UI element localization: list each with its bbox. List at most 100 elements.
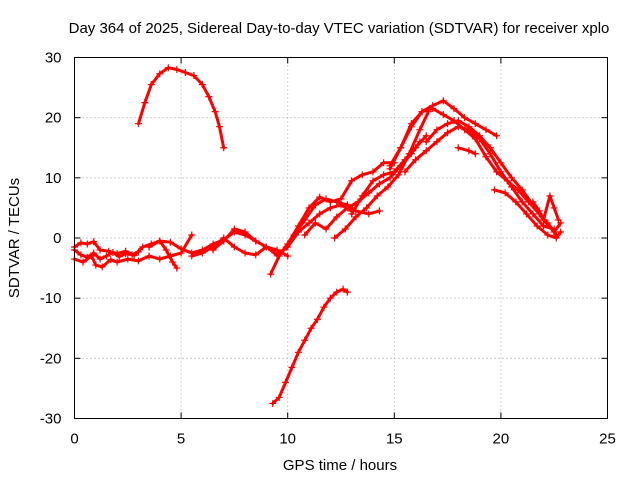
y-tick-label: 10: [45, 170, 62, 187]
data-point: [164, 64, 172, 72]
data-point: [386, 162, 394, 170]
x-tick-label: 15: [386, 431, 403, 448]
data-point: [162, 246, 170, 254]
data-point: [384, 183, 392, 191]
data-point: [88, 252, 96, 260]
data-point: [497, 168, 505, 176]
x-tick-labels: 0 5 10 15 20 25: [70, 431, 616, 448]
data-point: [339, 285, 347, 293]
data-point: [343, 288, 351, 296]
data-point: [540, 222, 548, 230]
series-track-evening-3: [401, 123, 558, 233]
data-point: [198, 249, 206, 257]
data-point: [461, 114, 469, 122]
series-track-evening-7: [529, 192, 562, 224]
data-point: [486, 144, 494, 152]
data-point: [262, 243, 270, 251]
series-line: [333, 110, 430, 240]
data-point: [358, 171, 366, 179]
data-point: [512, 198, 520, 206]
data-point: [241, 249, 249, 257]
data-point: [465, 147, 473, 155]
data-series: [71, 64, 565, 407]
y-axis-label: SDTVAR / TECUs: [6, 178, 23, 298]
data-point: [322, 225, 330, 233]
data-point: [147, 81, 155, 89]
data-point: [412, 144, 420, 152]
data-point: [79, 258, 87, 266]
data-point: [407, 123, 415, 131]
data-point: [333, 213, 341, 221]
data-point: [429, 105, 437, 113]
data-point: [369, 168, 377, 176]
series-track-afternoon-5: [348, 132, 430, 218]
data-point: [311, 201, 319, 209]
data-point: [252, 237, 260, 245]
data-point: [288, 363, 296, 371]
data-point: [363, 204, 371, 212]
data-point: [139, 243, 147, 251]
series-line: [190, 236, 290, 258]
data-point: [348, 210, 356, 218]
data-point: [316, 210, 324, 218]
y-tick-label: 20: [45, 110, 62, 127]
data-point: [352, 213, 360, 221]
data-point: [557, 228, 565, 236]
data-point: [275, 393, 283, 401]
data-point: [102, 252, 110, 260]
data-point: [316, 193, 324, 201]
series-track-morning-arc: [134, 64, 228, 152]
data-point: [331, 234, 339, 242]
data-point: [369, 177, 377, 185]
axis-ticks: [74, 57, 608, 419]
data-point: [375, 207, 383, 215]
x-axis-label: GPS time / hours: [283, 457, 397, 474]
data-point: [341, 225, 349, 233]
data-point: [373, 192, 381, 200]
x-tick-label: 0: [70, 431, 78, 448]
data-point: [230, 225, 238, 233]
data-point: [544, 231, 552, 239]
data-point: [173, 66, 181, 74]
data-point: [134, 257, 142, 265]
data-point: [215, 123, 223, 131]
data-point: [454, 123, 462, 131]
data-point: [92, 261, 100, 269]
data-point: [173, 264, 181, 272]
series-line: [350, 134, 428, 216]
data-point: [433, 126, 441, 134]
y-tick-label: 0: [53, 230, 61, 247]
data-point: [380, 159, 388, 167]
data-point: [230, 243, 238, 251]
data-point: [486, 150, 494, 158]
data-point: [96, 255, 104, 263]
data-point: [124, 255, 132, 263]
data-point: [96, 246, 104, 254]
data-point: [156, 237, 164, 245]
data-point: [322, 195, 330, 203]
data-point: [348, 177, 356, 185]
data-point: [439, 97, 447, 105]
data-point: [390, 168, 398, 176]
x-tick-label: 10: [279, 431, 296, 448]
data-point: [529, 198, 537, 206]
data-point: [275, 252, 283, 260]
data-point: [471, 150, 479, 158]
data-point: [533, 222, 541, 230]
grid: [74, 57, 608, 419]
data-point: [113, 258, 121, 266]
data-point: [145, 243, 153, 251]
data-point: [454, 117, 462, 125]
chart-title: Day 364 of 2025, Sidereal Day-to-day VTE…: [69, 20, 610, 37]
data-point: [444, 120, 452, 128]
data-point: [282, 378, 290, 386]
data-point: [105, 247, 113, 255]
x-tick-label: 20: [493, 431, 510, 448]
data-point: [134, 120, 142, 128]
x-tick-label: 5: [177, 431, 185, 448]
data-point: [326, 204, 334, 212]
data-point: [418, 108, 426, 116]
data-point: [90, 238, 98, 246]
series-line: [137, 66, 226, 150]
data-point: [83, 240, 91, 248]
